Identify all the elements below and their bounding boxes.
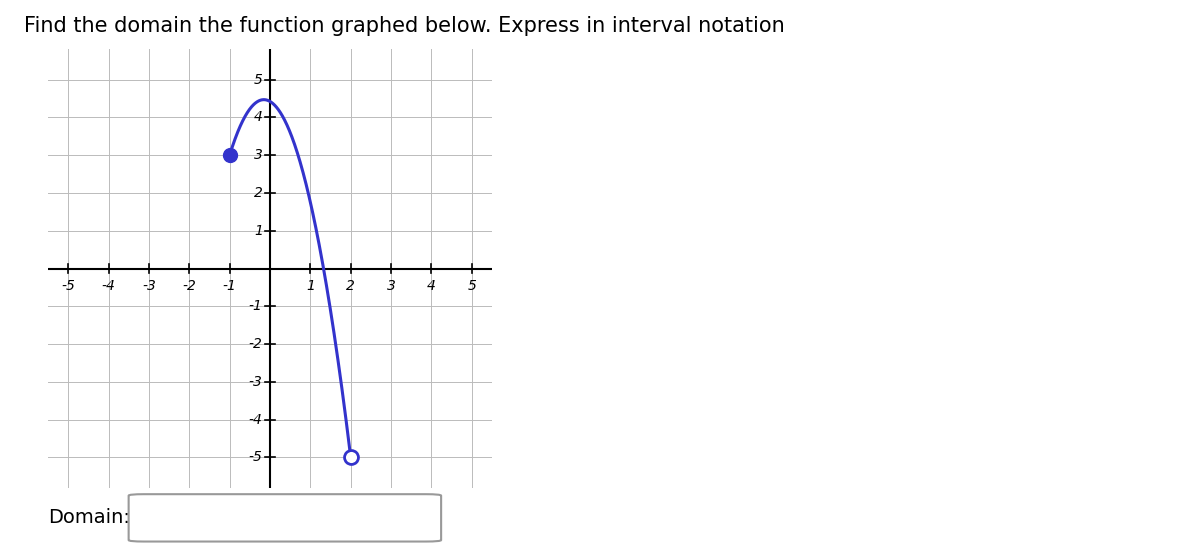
Text: 5: 5 (467, 279, 476, 293)
Text: -2: -2 (182, 279, 197, 293)
Text: 3: 3 (254, 148, 263, 162)
Text: 5: 5 (254, 72, 263, 87)
Text: Find the domain the function graphed below. Express in interval notation: Find the domain the function graphed bel… (24, 16, 785, 36)
Text: 4: 4 (427, 279, 436, 293)
Text: -3: -3 (248, 375, 263, 389)
Text: 3: 3 (386, 279, 396, 293)
Text: -3: -3 (142, 279, 156, 293)
Text: -4: -4 (102, 279, 115, 293)
FancyBboxPatch shape (128, 494, 442, 541)
Text: 1: 1 (254, 224, 263, 238)
Text: -5: -5 (248, 450, 263, 465)
Text: -5: -5 (61, 279, 76, 293)
Text: 2: 2 (254, 186, 263, 200)
Text: -1: -1 (223, 279, 236, 293)
Text: -1: -1 (248, 299, 263, 313)
Text: -4: -4 (248, 413, 263, 427)
Text: 2: 2 (347, 279, 355, 293)
Text: -2: -2 (248, 337, 263, 351)
Text: Domain:: Domain: (48, 509, 130, 527)
Text: 1: 1 (306, 279, 314, 293)
Text: 4: 4 (254, 110, 263, 124)
